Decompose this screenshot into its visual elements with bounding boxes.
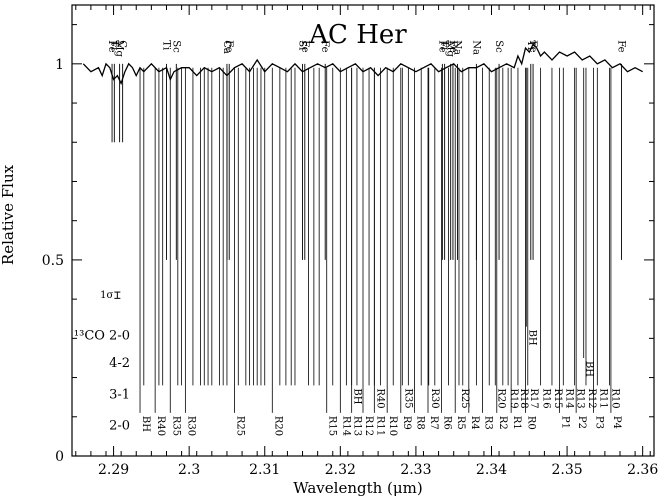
atomic-line-label: Mg (114, 40, 125, 57)
atomic-line-label: Fe (319, 40, 330, 52)
atomic-line-label: Sc (493, 40, 504, 53)
co-3-1-label: R17 (528, 388, 539, 408)
x-tick-label: 2.35 (551, 462, 582, 478)
x-tick-label: 2.32 (325, 462, 356, 478)
atomic-line-label: Ti (108, 40, 119, 50)
co-2-0-label: R35 (170, 416, 181, 436)
co-2-0-label: R7 (428, 416, 439, 430)
co-2-0-label: R20 (272, 416, 283, 436)
x-tick-label: 2.29 (98, 462, 129, 478)
x-tick-label: 2.3 (178, 462, 200, 478)
co-2-0-label: P3 (594, 416, 605, 429)
atomic-line-label: Fe (436, 40, 447, 52)
x-tick-label: 2.31 (249, 462, 280, 478)
atomic-line-label: Fe (447, 40, 458, 52)
y-tick-label: 1 (55, 57, 64, 73)
co-2-0-label: P1 (560, 416, 571, 429)
atomic-line-label: Ti (160, 40, 171, 50)
co-2-0-label: R0 (526, 416, 537, 430)
x-tick-label: 2.33 (400, 462, 431, 478)
band-row-label: 2-0 (109, 419, 130, 434)
co-2-0-label: P2 (576, 416, 587, 429)
y-axis-label: Relative Flux (0, 164, 17, 265)
co-2-0-label: R11 (374, 416, 385, 436)
co-2-0-label: R30 (185, 416, 196, 436)
sigma-label: 1σ (100, 290, 113, 301)
y-tick-label: 0 (55, 449, 64, 465)
co-3-1-label: R11 (597, 388, 608, 408)
co-3-1-label: R30 (429, 388, 440, 408)
atomic-line-label: Si (297, 40, 308, 50)
band-row-label: 4-2 (109, 356, 130, 371)
co-3-1-label: R13 (575, 388, 586, 408)
co-3-1-label: R35 (402, 388, 413, 408)
band-row-label: ¹³CO 2-0 (74, 328, 130, 343)
labels-layer: BH R40 R35 R30 R25 R20 R15 R14 R13 R12 R11 R10 R9 R8 R… (74, 40, 627, 436)
line-id-markers (111, 63, 622, 413)
co-3-1-label: BH (352, 388, 363, 404)
co-2-0-label: R12 (363, 416, 374, 436)
co-3-1-label: R40 (374, 388, 385, 408)
atomic-line-label: Mg (445, 40, 456, 57)
co-2-0-label: R3 (482, 416, 493, 430)
co-2-0-label: R40 (155, 416, 166, 436)
co-2-0-label: R5 (455, 416, 466, 430)
x-axis-label: Wavelength (μm) (293, 479, 422, 497)
co-2-0-label: BH (140, 416, 151, 432)
atomic-line-label: Ti (525, 40, 536, 50)
co-3-1-label: R16 (541, 388, 552, 408)
co-3-1-label: R12 (586, 388, 597, 408)
co-2-0-label: R6 (442, 416, 453, 430)
co-3-1-label: R19 (508, 388, 519, 408)
co-3-1-label: R10 (609, 388, 620, 408)
atomic-line-label: Fe (527, 40, 538, 52)
band-row-label: 3-1 (109, 387, 130, 402)
co-2-0-label: R1 (511, 416, 522, 430)
atomic-line-label: Na (470, 40, 481, 55)
spectrum-layer (82, 43, 644, 86)
co-4-2-label: BH (584, 361, 595, 377)
spectrum-line (82, 43, 644, 86)
atomic-line-label: C (117, 40, 128, 48)
co-2-0-label: P4 (611, 416, 622, 429)
co-2-0-label: R25 (235, 416, 246, 436)
atomic-line-label: Fe (615, 40, 626, 52)
y-tick-label: 0.5 (42, 253, 64, 269)
chart-title: AC Her (308, 20, 407, 50)
co-3-1-label: R14 (563, 388, 574, 408)
atomic-line-label: Ti (439, 40, 450, 50)
x-tick-label: 2.34 (476, 462, 507, 478)
atomic-line-label: Sc (170, 40, 181, 53)
co-2-0-label: R2 (497, 416, 508, 430)
x-tick-label: 2.36 (627, 462, 658, 478)
co-2-0-label: R15 (327, 416, 338, 436)
co13-2-0-label: BH (526, 330, 537, 346)
atomic-line-label: Fe (223, 40, 234, 52)
co-2-0-label: R9 (401, 416, 412, 430)
co-2-0-label: R8 (414, 416, 425, 430)
co-3-1-label: R20 (495, 388, 506, 408)
atomic-line-label: Fe (106, 40, 117, 52)
co-2-0-label: R4 (469, 416, 480, 430)
co-3-1-label: R25 (459, 388, 470, 408)
co-3-1-label: R15 (552, 388, 563, 408)
co-2-0-label: R13 (352, 416, 363, 436)
co-2-0-label: R10 (387, 416, 398, 436)
co-2-0-label: R14 (340, 416, 351, 436)
axes-layer: 2.29 2.3 2.31 2.32 2.33 2.34 2.35 2.36 0 0.5 1 (42, 5, 658, 478)
atomic-line-label: Ca (221, 40, 232, 54)
atomic-line-label: Na (451, 40, 462, 55)
co-3-1-label: R18 (518, 388, 529, 408)
atomic-line-label: Fe (299, 40, 310, 52)
